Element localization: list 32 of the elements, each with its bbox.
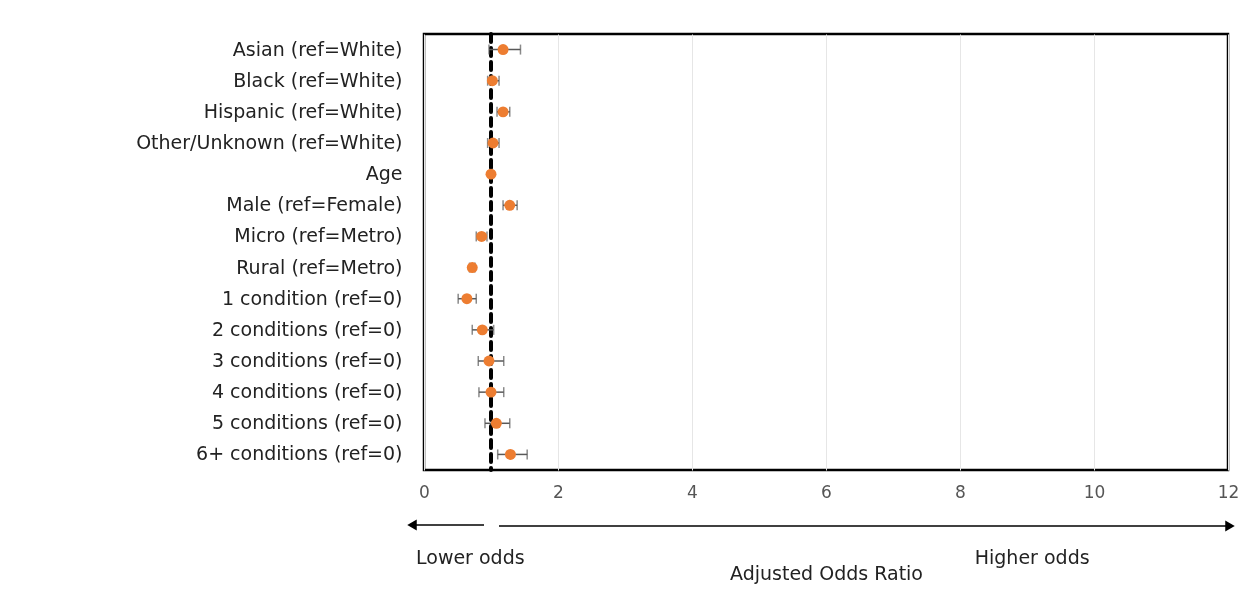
y-tick-label: Other/Unknown (ref=White) bbox=[136, 131, 403, 153]
y-tick-label: Rural (ref=Metro) bbox=[236, 255, 403, 278]
y-tick-label: Micro (ref=Metro) bbox=[234, 224, 403, 247]
x-tick-label: 6 bbox=[821, 481, 832, 502]
text: Higher odds bbox=[974, 546, 1090, 568]
x-tick-label: 10 bbox=[1083, 481, 1106, 502]
x-tick-label: 12 bbox=[1217, 481, 1240, 502]
y-tick-label: 4 conditions (ref=0) bbox=[211, 380, 403, 403]
x-tick-label: 2 bbox=[553, 481, 564, 502]
y-tick-label: Asian (ref=White) bbox=[232, 37, 403, 60]
y-tick-label: 2 conditions (ref=0) bbox=[211, 317, 403, 340]
point bbox=[483, 355, 495, 367]
y-tick-label: Age bbox=[365, 162, 403, 185]
y-tick-label: 3 conditions (ref=0) bbox=[211, 349, 403, 371]
text: Lower odds bbox=[416, 546, 525, 568]
point bbox=[504, 448, 516, 460]
x-tick-label: 4 bbox=[687, 481, 698, 502]
y-tick-label: 6+ conditions (ref=0) bbox=[196, 442, 403, 465]
y-tick-label: Black (ref=White) bbox=[233, 68, 403, 91]
point bbox=[461, 293, 473, 305]
y-tick-label: 5 conditions (ref=0) bbox=[211, 411, 403, 434]
point bbox=[476, 324, 488, 336]
y-tick-label: Male (ref=Female) bbox=[226, 193, 403, 216]
x-tick-label: 8 bbox=[955, 481, 966, 502]
y-tick-label: Hispanic (ref=White) bbox=[203, 99, 403, 122]
point bbox=[485, 386, 497, 398]
y-tick-label: 1 condition (ref=0) bbox=[221, 286, 403, 309]
point bbox=[490, 417, 502, 429]
point bbox=[485, 168, 497, 180]
x-tick-label: 0 bbox=[419, 481, 430, 502]
x-axis-title: Adjusted Odds Ratio bbox=[730, 561, 923, 584]
point bbox=[497, 44, 509, 56]
